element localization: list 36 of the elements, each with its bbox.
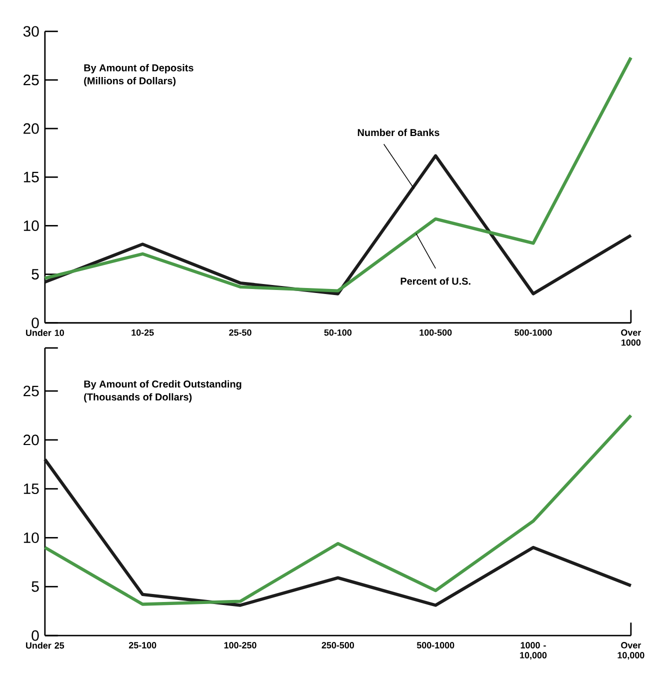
- y-tick-label: 30: [23, 26, 39, 37]
- y-tick-label: 25: [24, 74, 39, 86]
- y-tick-label: 20: [24, 123, 39, 134]
- y-tick-label: 15: [24, 484, 39, 494]
- x-tick-label: Over 10,000: [618, 642, 644, 660]
- y-tick-label: 5: [32, 581, 39, 592]
- x-tick-label: 500-1000: [416, 642, 454, 648]
- y-tick-label: 20: [24, 434, 39, 446]
- x-tick-label: 250-500: [322, 642, 354, 648]
- line-series: [43, 56, 633, 292]
- x-tick-label: 25-100: [128, 642, 156, 648]
- text: (Thousands of Dollars): [84, 393, 192, 402]
- x-tick-label: 100-250: [224, 642, 256, 648]
- text: By Amount of Credit Outstanding: [84, 380, 242, 390]
- x-tick-label: 10-25: [132, 329, 154, 336]
- x-tick-label: 100-500: [420, 329, 452, 336]
- x-tick-label: Over 1000: [621, 329, 642, 346]
- y-tick-label: 10: [24, 220, 39, 231]
- text: Number of Banks: [358, 128, 440, 136]
- text: Percent of U.S.: [400, 277, 470, 285]
- y-tick-label: 25: [24, 386, 39, 396]
- line-series: [43, 458, 633, 607]
- y-tick-label: 5: [32, 269, 39, 280]
- x-tick-label: 1000 - 10,000: [520, 642, 547, 660]
- y-tick-label: 0: [32, 318, 39, 328]
- y-tick-label: 10: [24, 532, 39, 544]
- x-tick-label: 50-100: [324, 329, 352, 336]
- text: By Amount of Deposits: [84, 64, 194, 74]
- x-tick-label: Under 25: [26, 642, 64, 649]
- y-tick-label: 0: [32, 630, 39, 641]
- x-tick-label: 25-50: [229, 329, 252, 336]
- x-tick-label: Under 10: [26, 329, 64, 336]
- text: (Millions of Dollars): [84, 77, 176, 86]
- y-tick-label: 15: [24, 172, 39, 182]
- line-series: [43, 414, 633, 606]
- x-tick-label: 500-1000: [514, 329, 552, 336]
